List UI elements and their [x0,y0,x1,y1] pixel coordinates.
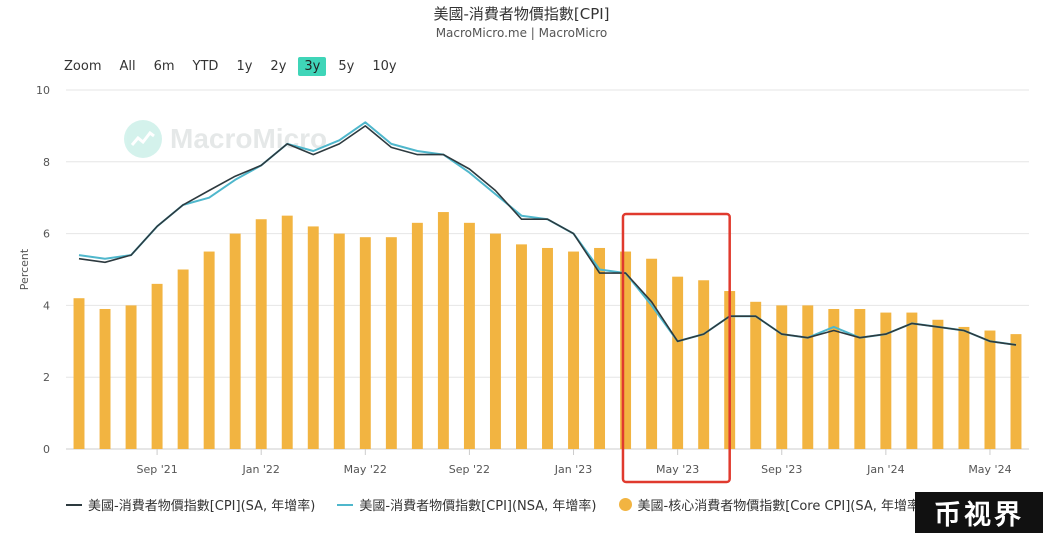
watermark-logo-icon [124,120,162,158]
x-tick-label: May '22 [344,463,387,476]
zoom-bar: Zoom All 6m YTD 1y 2y 3y 5y 10y [60,55,409,77]
x-tick-label: Jan '24 [866,463,904,476]
core-cpi-bar [437,212,449,449]
zoom-button-5y[interactable]: 5y [338,58,355,74]
core-cpi-bar [385,237,397,449]
x-tick-label: Jan '22 [241,463,279,476]
x-tick-label: Sep '22 [449,463,490,476]
core-cpi-bar [672,276,684,449]
zoom-button-ytd[interactable]: YTD [192,58,219,74]
core-cpi-bar [646,258,658,449]
core-cpi-bar [542,247,553,449]
zoom-label: Zoom [64,58,102,74]
core-cpi-bar [203,251,215,449]
highlight-box [621,212,731,484]
zoom-button-1y[interactable]: 1y [236,58,253,74]
core-cpi-bar [880,312,892,449]
legend: 美國-消費者物價指數[CPI](SA, 年增率) 美國-消費者物價指數[CPI]… [66,495,947,514]
chart-subtitle: MacroMicro.me | MacroMicro [435,26,608,40]
core-cpi-bar [932,319,944,449]
y-tick-label: 10 [36,84,50,97]
core-cpi-bar [958,326,970,449]
core-cpi-bar [177,269,189,449]
core-cpi-bar [463,222,475,449]
core-cpi-bar [594,247,606,449]
core-cpi-bar [125,305,137,449]
core-cpi-bar [73,298,85,449]
core-cpi-bars [73,212,1022,449]
core-cpi-bar [698,280,710,449]
zoom-button-3y[interactable]: 3y [298,56,327,76]
zoom-button-all[interactable]: All [119,58,136,74]
x-tick-label: Jan '23 [554,463,592,476]
y-axis-label: Percent [18,248,31,290]
legend-line-icon [66,503,82,506]
core-cpi-bar [411,222,423,449]
legend-label-sa: 美國-消費者物價指數[CPI](SA, 年增率) [88,499,316,514]
zoom-button-2y[interactable]: 2y [270,58,287,74]
core-cpi-bar [1010,334,1022,449]
y-tick-label: 8 [43,156,50,169]
core-cpi-bar [489,233,501,449]
site-badge: 币视界 [915,492,1043,533]
core-cpi-bar [307,226,319,449]
core-cpi-bar [359,237,371,449]
core-cpi-bar [620,251,632,449]
core-cpi-bar [854,308,866,449]
core-cpi-bar [984,330,996,449]
x-tick-label: May '23 [656,463,699,476]
core-cpi-bar [281,215,293,449]
y-tick-label: 2 [43,371,50,384]
core-cpi-bar [151,283,163,449]
zoom-button-10y[interactable]: 10y [372,58,397,74]
cpi-lines [78,121,1017,346]
x-tick-label: Sep '23 [761,463,802,476]
legend-item-nsa[interactable]: 美國-消費者物價指數[CPI](NSA, 年增率) [337,495,597,514]
legend-label-nsa: 美國-消費者物價指數[CPI](NSA, 年增率) [359,499,597,514]
core-cpi-bar [802,305,814,449]
x-tick-label: May '24 [968,463,1011,476]
y-tick-label: 6 [43,228,50,241]
core-cpi-bar [333,233,345,449]
chart-title: 美國-消費者物價指數[CPI] [433,5,610,23]
core-cpi-bar [516,244,527,449]
legend-item-sa[interactable]: 美國-消費者物價指數[CPI](SA, 年增率) [66,495,315,514]
core-cpi-bar [568,251,579,449]
cpi-sa-line [78,125,1017,346]
x-axis-ticks: Sep '21 Jan '22 May '22 Sep '22 Jan '23 May '… [136,449,1012,476]
core-cpi-bar [99,308,111,449]
zoom-button-6m[interactable]: 6m [153,58,175,74]
y-tick-label: 4 [43,299,50,312]
core-cpi-bar [776,305,788,449]
core-cpi-bar [255,219,267,449]
core-cpi-bar [828,308,840,449]
y-tick-label: 0 [43,443,50,456]
x-tick-label: Sep '21 [136,463,177,476]
core-cpi-bar [229,233,241,449]
legend-item-core[interactable]: 美國-核心消費者物價指數[Core CPI](SA, 年增率) [618,495,926,514]
core-cpi-bar [906,312,918,449]
legend-line-icon [337,503,354,506]
legend-dot-icon [618,498,632,511]
core-cpi-bar [750,301,762,449]
legend-label-core: 美國-核心消費者物價指數[Core CPI](SA, 年增率) [637,499,926,514]
y-axis-ticks: 0 2 4 6 8 10 [36,84,50,456]
